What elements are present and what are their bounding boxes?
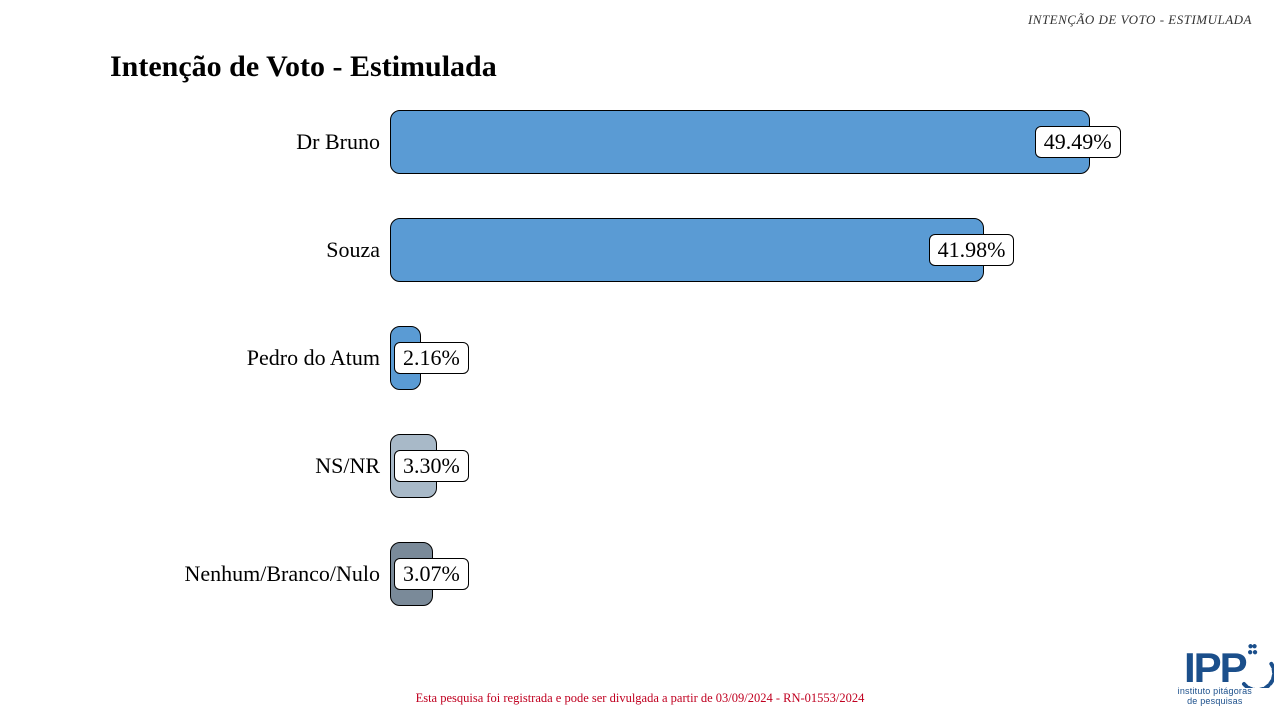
footer-note: Esta pesquisa foi registrada e pode ser … [0,691,1280,706]
logo-arc-icon [1240,654,1274,688]
chart-row: Nenhum/Branco/Nulo 3.07% [0,537,1280,611]
bar-label: Dr Bruno [0,105,380,179]
bar-value: 41.98% [929,234,1015,266]
chart-row: Pedro do Atum 2.16% [0,321,1280,395]
header-caption: INTENÇÃO DE VOTO - ESTIMULADA [1028,12,1252,28]
chart-row: Dr Bruno 49.49% [0,105,1280,179]
logo-subtitle-2: de pesquisas [1178,696,1252,706]
page-canvas: INTENÇÃO DE VOTO - ESTIMULADA Intenção d… [0,0,1280,720]
bar-value: 2.16% [394,342,469,374]
chart-title: Intenção de Voto - Estimulada [110,50,497,84]
bar [390,218,984,282]
bar-chart: Dr Bruno 49.49% Souza 41.98% Pedro do Atum 2.… [0,95,1280,625]
bar-label: Nenhum/Branco/Nulo [0,537,380,611]
bar-value: 3.30% [394,450,469,482]
chart-row: NS/NR 3.30% [0,429,1280,503]
logo-text: IPP ●●● ● [1178,650,1252,686]
chart-row: Souza 41.98% [0,213,1280,287]
bar-label: Pedro do Atum [0,321,380,395]
bar-label: Souza [0,213,380,287]
ipp-logo: IPP ●●● ● instituto pitágoras de pesquis… [1178,650,1252,706]
bar-label: NS/NR [0,429,380,503]
bar-value: 49.49% [1035,126,1121,158]
bar [390,110,1090,174]
bar-value: 3.07% [394,558,469,590]
